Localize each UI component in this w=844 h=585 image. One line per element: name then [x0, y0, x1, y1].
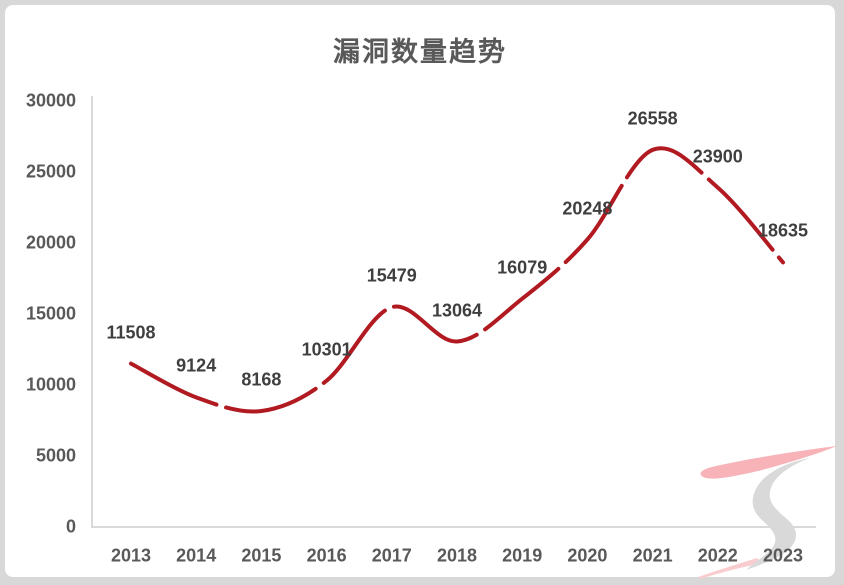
- gray-s-stroke-icon: [746, 458, 810, 570]
- data-point-label: 16079: [497, 257, 548, 278]
- x-tick-label: 2023: [762, 545, 804, 566]
- brush-logo-watermark: [698, 446, 837, 579]
- y-tick-label: 0: [65, 516, 76, 537]
- data-point-label: 9124: [176, 355, 217, 376]
- y-tick-label: 10000: [25, 374, 76, 395]
- pink-brush-stroke-icon: [700, 446, 837, 479]
- trend-line-series: [129, 146, 785, 414]
- data-point-label: 15479: [366, 265, 417, 286]
- data-point-label: 10301: [301, 339, 352, 360]
- x-tick-label: 2022: [697, 545, 738, 566]
- x-tick-label: 2016: [306, 545, 347, 566]
- x-tick-label: 2014: [176, 545, 217, 566]
- y-tick-label: 25000: [25, 161, 76, 182]
- x-tick-label: 2018: [436, 545, 478, 566]
- data-point-label: 23900: [692, 146, 743, 167]
- y-tick-label: 15000: [25, 303, 76, 324]
- x-tick-label: 2015: [241, 545, 282, 566]
- x-tick-label: 2019: [502, 545, 543, 566]
- chart-title: 漏洞数量趋势: [333, 37, 507, 67]
- data-point-label: 8168: [241, 369, 282, 390]
- chart-card: [5, 5, 835, 577]
- data-point-label: 26558: [627, 108, 678, 129]
- data-point-label: 13064: [431, 300, 483, 320]
- pink-brush-tail-icon: [698, 558, 761, 579]
- y-tick-label: 5000: [35, 445, 76, 466]
- x-tick-label: 2021: [632, 545, 673, 566]
- x-tick-label: 2017: [371, 545, 412, 566]
- y-tick-label: 20000: [25, 232, 76, 253]
- y-tick-label: 30000: [25, 90, 76, 111]
- x-tick-label: 2020: [567, 545, 608, 566]
- data-point-label: 11508: [106, 322, 156, 343]
- data-point-label: 18635: [757, 220, 809, 241]
- x-tick-label: 2013: [110, 545, 152, 566]
- data-point-label: 20248: [562, 198, 613, 218]
